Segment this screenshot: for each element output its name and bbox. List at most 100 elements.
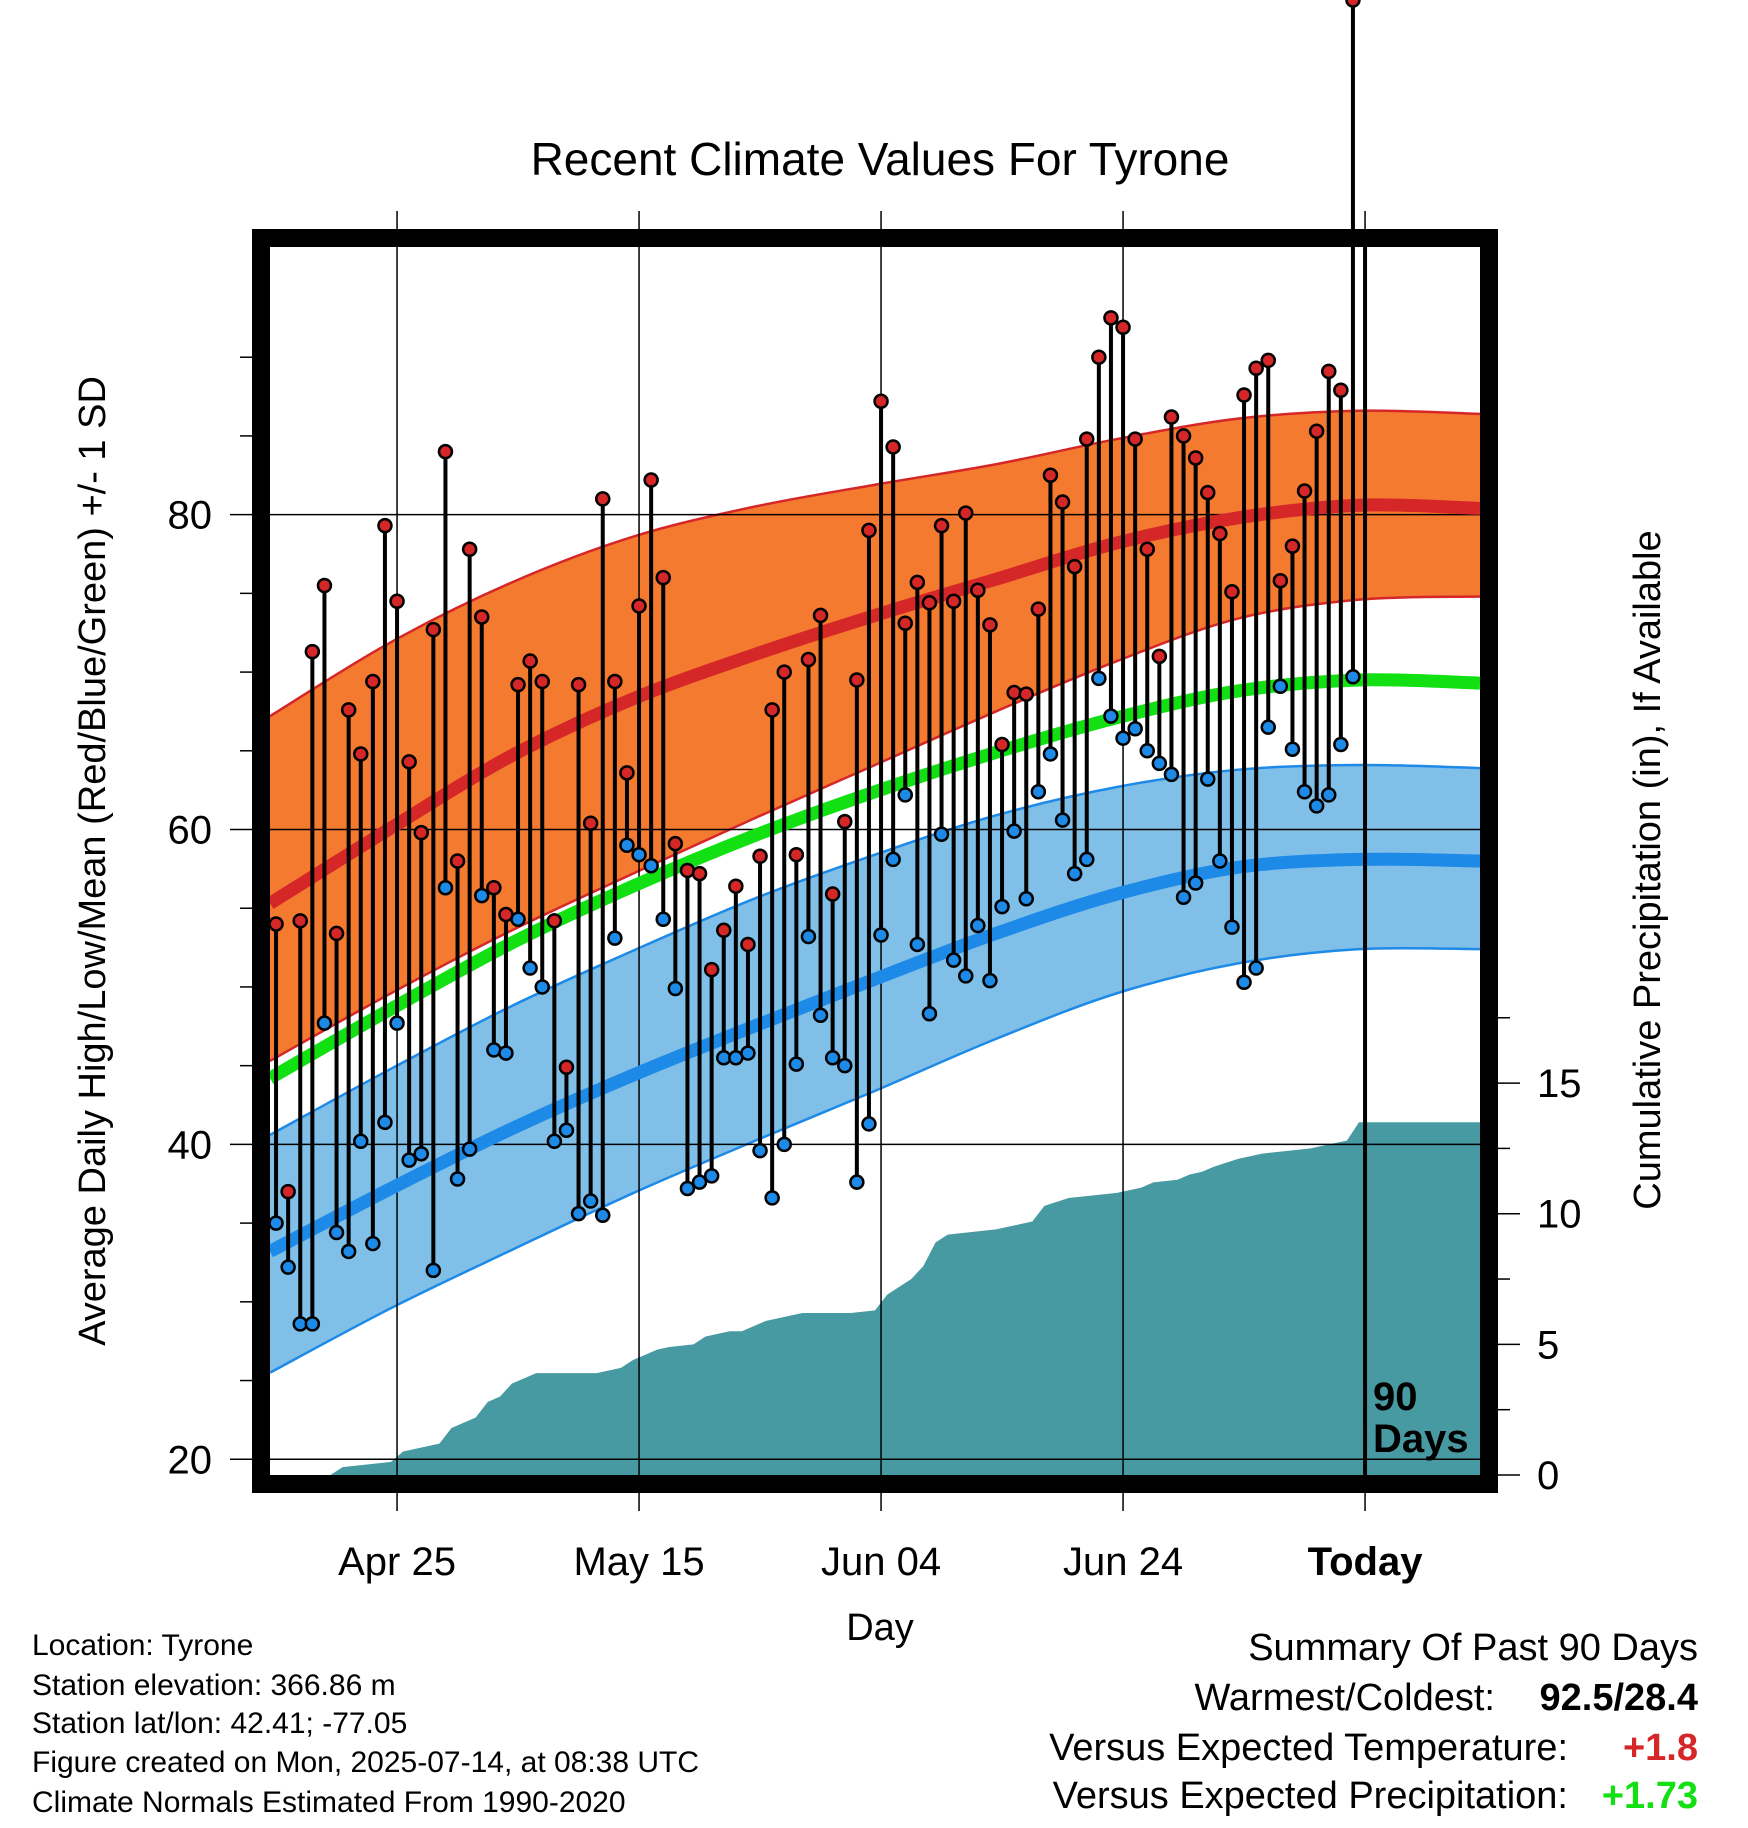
plot-border xyxy=(252,229,1498,1493)
daily-high-point xyxy=(752,848,768,865)
daily-low-point xyxy=(1345,669,1361,685)
temp-vs-expected-value: +1.8 xyxy=(1623,1727,1698,1769)
daily-high-point xyxy=(873,393,889,410)
daily-high-point xyxy=(885,439,901,455)
daily-low-point xyxy=(340,1243,357,1260)
daily-low-point xyxy=(558,1122,575,1138)
daily-low-point xyxy=(994,898,1010,915)
y2-tick-label: 10 xyxy=(1537,1193,1582,1237)
daily-low-point xyxy=(1139,743,1155,759)
daily-low-point xyxy=(510,911,526,928)
daily-low-point xyxy=(788,1056,805,1072)
daily-high-point xyxy=(982,617,998,633)
daily-high-point xyxy=(824,886,841,902)
daily-low-point xyxy=(498,1045,514,1061)
x-tick-label: Apr 25 xyxy=(338,1540,456,1584)
daily-low-point xyxy=(619,837,635,854)
daily-high-point xyxy=(1163,409,1180,425)
daily-low-point xyxy=(1224,919,1240,935)
daily-high-point xyxy=(849,672,865,688)
daily-high-point xyxy=(1042,467,1059,484)
daily-low-point xyxy=(667,980,684,997)
daily-high-point xyxy=(921,595,938,611)
info-normals: Climate Normals Estimated From 1990-2020 xyxy=(32,1786,626,1819)
daily-low-point xyxy=(449,1171,466,1187)
daily-high-point xyxy=(328,925,345,942)
daily-high-point xyxy=(377,517,393,534)
daily-low-point xyxy=(401,1152,417,1168)
warmest-coldest-label: Warmest/Coldest: xyxy=(1194,1677,1495,1719)
y-tick-label: 60 xyxy=(168,809,213,853)
daily-low-point xyxy=(1127,721,1143,737)
y-tick-label: 20 xyxy=(168,1438,213,1482)
daily-low-point xyxy=(921,1005,938,1022)
daily-low-point xyxy=(970,917,986,934)
daily-low-point xyxy=(631,846,647,863)
daily-high-point xyxy=(958,505,974,521)
daily-low-point xyxy=(1308,798,1325,814)
daily-low-point xyxy=(1030,783,1047,800)
daily-low-point xyxy=(655,911,671,928)
x-tick-label: Jun 04 xyxy=(821,1540,941,1584)
daily-low-point xyxy=(1163,766,1180,783)
daily-low-point xyxy=(752,1142,768,1159)
daily-high-point xyxy=(740,936,756,953)
daily-high-point xyxy=(1272,573,1289,589)
daily-low-point xyxy=(776,1136,792,1153)
daily-high-point xyxy=(365,673,381,690)
daily-low-point xyxy=(909,936,926,953)
daily-low-point xyxy=(982,972,998,989)
daily-low-point xyxy=(1260,719,1276,735)
daily-high-point xyxy=(558,1059,575,1075)
summary: Summary Of Past 90 Days Warmest/Coldest:… xyxy=(1049,1627,1698,1817)
daily-low-point xyxy=(304,1316,321,1332)
daily-high-point xyxy=(1187,450,1204,466)
today-days-label: Days xyxy=(1373,1417,1469,1461)
warmest-coldest-value: 92.5/28.4 xyxy=(1540,1677,1698,1719)
daily-high-point xyxy=(486,880,502,896)
daily-low-point xyxy=(1091,670,1107,687)
y-axis-label: Average Daily High/Low/Mean (Red/Blue/Gr… xyxy=(72,376,114,1346)
daily-low-point xyxy=(328,1224,345,1241)
daily-high-point xyxy=(595,491,611,507)
daily-low-point xyxy=(764,1190,780,1206)
daily-high-point xyxy=(716,922,732,939)
daily-low-point xyxy=(1151,755,1168,772)
daily-low-point xyxy=(1018,891,1034,907)
daily-high-point xyxy=(994,736,1010,753)
daily-high-point xyxy=(655,569,671,586)
daily-low-point xyxy=(643,857,659,874)
precipitation-area xyxy=(270,1122,1480,1475)
daily-low-point xyxy=(546,1133,563,1149)
daily-high-point xyxy=(304,643,321,660)
summary-title: Summary Of Past 90 Days xyxy=(1248,1627,1698,1669)
daily-high-point xyxy=(945,593,962,609)
daily-high-point xyxy=(812,607,829,624)
low-lower-edge xyxy=(270,946,1480,1374)
daily-high-point xyxy=(837,813,853,830)
daily-low-point xyxy=(1115,730,1131,746)
y-tick-label: 80 xyxy=(168,494,213,538)
daily-high-point xyxy=(570,676,587,693)
daily-high-point xyxy=(1139,541,1155,558)
daily-low-point xyxy=(800,928,817,945)
daily-high-point xyxy=(340,702,357,718)
daily-high-point xyxy=(1212,525,1228,542)
observed-stems xyxy=(268,0,1361,1332)
info-location: Location: Tyrone xyxy=(32,1629,253,1662)
daily-high-point xyxy=(1345,0,1361,8)
daily-high-point xyxy=(1066,558,1083,575)
daily-high-point xyxy=(970,582,986,598)
daily-high-point xyxy=(510,676,526,693)
daily-low-point xyxy=(280,1259,296,1275)
daily-low-point xyxy=(461,1141,478,1157)
daily-high-point xyxy=(1296,483,1313,499)
daily-low-point xyxy=(595,1207,611,1223)
daily-low-point xyxy=(873,927,889,943)
temp-vs-expected-label: Versus Expected Temperature: xyxy=(1049,1727,1568,1769)
x-tick-label: Today xyxy=(1308,1540,1424,1584)
daily-low-point xyxy=(1175,889,1192,905)
daily-low-point xyxy=(945,952,962,968)
x-tick-label: Jun 24 xyxy=(1063,1540,1183,1584)
daily-low-point xyxy=(534,979,550,995)
